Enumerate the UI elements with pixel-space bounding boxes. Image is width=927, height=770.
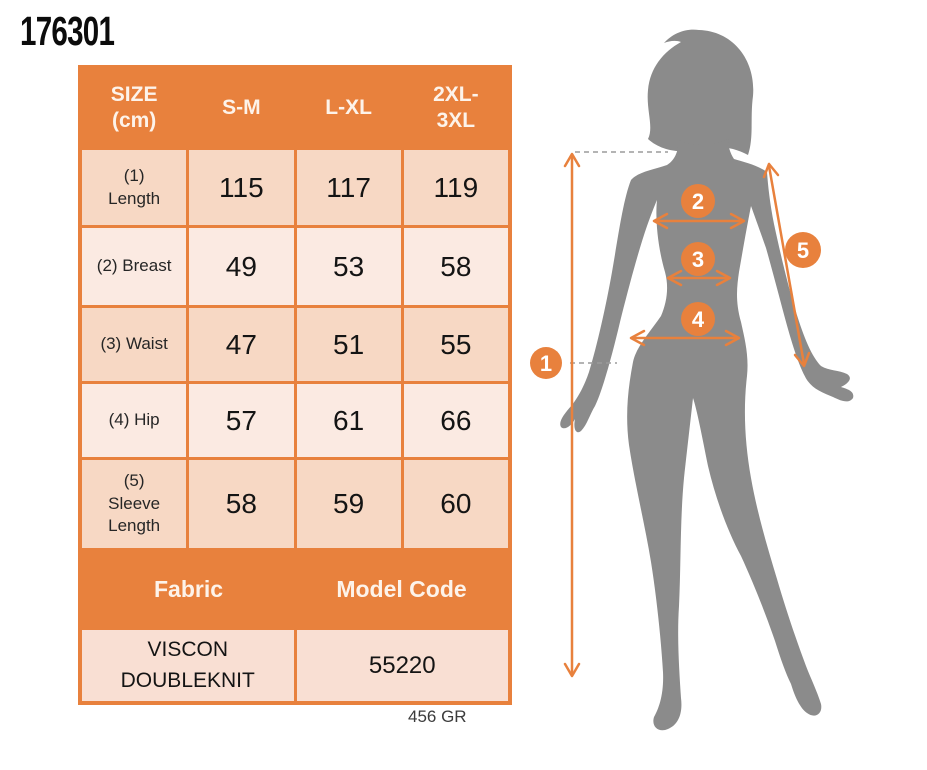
length-arrow (563, 152, 581, 678)
table-cell: 51 (296, 308, 401, 381)
size-chart-table: SIZE (cm) S-M L-XL 2XL- 3XL (1) Length 1… (78, 65, 512, 705)
row-label-length: (1) Length (82, 150, 187, 225)
marker-3: 3 (681, 242, 715, 276)
breast-arrow (652, 212, 746, 230)
table-cell: 49 (189, 228, 294, 305)
svg-text:4: 4 (692, 307, 705, 332)
sleeve-arrow (762, 162, 811, 368)
svg-text:2: 2 (692, 189, 704, 214)
marker-2: 2 (681, 184, 715, 218)
weight-note: 456 GR (408, 707, 467, 726)
table-cell: 117 (296, 150, 401, 225)
silhouette-body (560, 139, 854, 731)
row-label-breast: (2) Breast (82, 228, 187, 305)
measurement-figure: 1 2 3 4 5 (530, 0, 927, 765)
marker-4: 4 (681, 302, 715, 336)
table-cell: 115 (189, 150, 294, 225)
waist-arrow (666, 269, 732, 287)
row-label-hip: (4) Hip (82, 384, 187, 457)
hip-arrow (629, 329, 741, 347)
table-cell: 58 (403, 228, 508, 305)
footer-header-band: Fabric Model Code (82, 551, 508, 627)
table-cell: 60 (403, 460, 508, 548)
svg-text:1: 1 (540, 351, 552, 376)
row-label-sleeve-length: (5) Sleeve Length (82, 460, 187, 548)
body-silhouette-diagram: 1 2 3 4 5 (530, 29, 854, 731)
marker-5: 5 (785, 232, 821, 268)
column-header-2xl3xl: 2XL- 3XL (403, 69, 508, 147)
table-cell: 58 (189, 460, 294, 548)
model-code-header: Model Code (336, 575, 467, 602)
table-cell: 59 (296, 460, 401, 548)
table-cell: 55 (403, 308, 508, 381)
fabric-value: VISCON DOUBLEKNIT (82, 630, 294, 701)
table-cell: 61 (296, 384, 401, 457)
model-code-value: 55220 (296, 630, 508, 701)
svg-text:5: 5 (797, 238, 809, 263)
column-header-sm: S-M (189, 69, 294, 147)
fabric-header: Fabric (153, 575, 224, 602)
marker-1: 1 (530, 347, 562, 379)
product-code: 176301 (20, 8, 115, 54)
column-header-size: SIZE (cm) (82, 69, 187, 147)
table-cell: 66 (403, 384, 508, 457)
table-cell: 47 (189, 308, 294, 381)
svg-text:3: 3 (692, 247, 704, 272)
table-cell: 57 (189, 384, 294, 457)
row-label-waist: (3) Waist (82, 308, 187, 381)
table-cell: 119 (403, 150, 508, 225)
table-cell: 53 (296, 228, 401, 305)
column-header-lxl: L-XL (296, 69, 401, 147)
silhouette-head (647, 29, 754, 155)
